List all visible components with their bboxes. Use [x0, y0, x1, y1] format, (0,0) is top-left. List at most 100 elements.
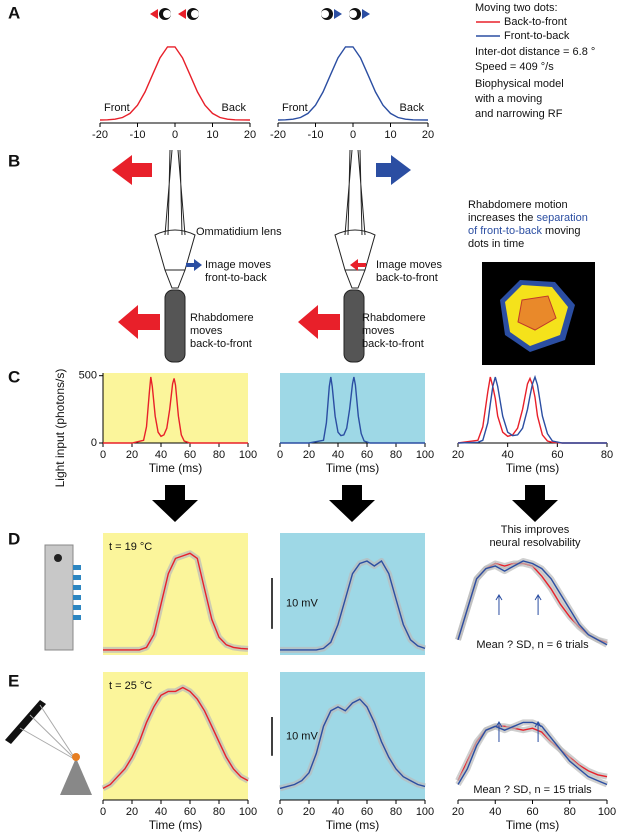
legend-note: with a moving — [474, 93, 542, 105]
x-tick-label: 40 — [502, 449, 514, 461]
series-line — [457, 376, 607, 444]
legend-label: Back-to-front — [504, 16, 567, 28]
sd-band — [455, 558, 609, 648]
pointer-arrow — [534, 721, 542, 742]
annotation: Front — [104, 102, 130, 114]
x-axis-label: Time (ms) — [326, 461, 380, 475]
x-tick-label: 10 — [384, 129, 396, 141]
schematic-label: back-to-front — [190, 338, 252, 350]
x-axis-label: Time (ms) — [506, 461, 560, 475]
note-segment: Rhabdomere motion — [468, 199, 568, 211]
x-tick-label: 20 — [126, 449, 138, 461]
x-tick-label: 100 — [239, 449, 257, 461]
x-tick-label: -20 — [270, 129, 286, 141]
schematic-label: moves — [190, 325, 223, 337]
annotation: Back — [222, 102, 247, 114]
legend-note: Speed = 409 °/s — [475, 61, 554, 73]
x-tick-label: -20 — [92, 129, 108, 141]
panel-label: B — [8, 151, 20, 170]
x-tick-label: 60 — [526, 806, 538, 818]
x-tick-label: 40 — [332, 449, 344, 461]
annotation: Mean ? SD, n = 15 trials — [473, 784, 592, 796]
flow-arrows — [152, 485, 558, 522]
y-tick-label: 500 — [79, 370, 97, 382]
legend-note: and narrowing RF — [475, 108, 563, 120]
x-tick-label: 40 — [155, 806, 167, 818]
note-line: dots in time — [468, 238, 524, 250]
series-line — [277, 46, 429, 121]
preparation-icons — [5, 544, 92, 795]
x-tick-label: 0 — [172, 129, 178, 141]
legend-title: Moving two dots: — [475, 2, 558, 14]
schematic-label: moves — [362, 325, 395, 337]
x-tick-label: 80 — [213, 449, 225, 461]
panel-label: A — [8, 3, 20, 22]
note-segment: dots in time — [468, 238, 524, 250]
annotation: Mean ? SD, n = 6 trials — [476, 639, 589, 651]
x-tick-label: 100 — [416, 449, 434, 461]
dot-icons — [150, 8, 370, 20]
x-tick-label: 20 — [452, 449, 464, 461]
panel-label: E — [8, 671, 19, 690]
x-tick-label: 80 — [390, 449, 402, 461]
schematic-label: Image moves — [376, 259, 443, 271]
schematic-label: back-to-front — [362, 338, 424, 350]
note-segment: separation — [536, 212, 587, 224]
x-tick-label: 20 — [422, 129, 434, 141]
x-tick-label: 100 — [416, 806, 434, 818]
note-line: Rhabdomere motion — [468, 199, 568, 211]
pointer-arrow — [495, 721, 503, 742]
plot-background — [103, 533, 248, 655]
x-tick-label: 40 — [489, 806, 501, 818]
x-tick-label: -10 — [308, 129, 324, 141]
sd-band — [455, 719, 609, 788]
x-axis-label: Time (ms) — [506, 818, 560, 832]
series-line — [279, 698, 426, 790]
x-tick-label: 80 — [390, 806, 402, 818]
y-tick-label: 0 — [91, 437, 97, 449]
x-tick-label: 60 — [361, 806, 373, 818]
panel-label: D — [8, 529, 20, 548]
series-line — [99, 46, 251, 121]
x-tick-label: 60 — [551, 449, 563, 461]
lens-label: Ommatidium lens — [196, 226, 282, 238]
series-line — [280, 559, 426, 651]
plot-background — [280, 533, 425, 655]
x-tick-label: 10 — [206, 129, 218, 141]
x-tick-label: 60 — [184, 449, 196, 461]
x-tick-label: 20 — [303, 449, 315, 461]
annotation: Back — [400, 102, 425, 114]
x-tick-label: 40 — [332, 806, 344, 818]
x-tick-label: 0 — [100, 449, 106, 461]
x-tick-label: 80 — [213, 806, 225, 818]
legend-label: Front-to-back — [504, 30, 570, 42]
schematic — [112, 149, 595, 365]
y-axis-label: Light input (photons/s) — [53, 369, 67, 488]
annotation: Front — [282, 102, 308, 114]
scale-bar-label: 10 mV — [286, 597, 318, 609]
note-line: of front-to-back moving — [468, 225, 581, 237]
series-line — [102, 686, 249, 790]
x-tick-label: 0 — [350, 129, 356, 141]
x-tick-label: 20 — [126, 806, 138, 818]
legend-note: Inter-dot distance = 6.8 ° — [475, 46, 595, 58]
x-axis-label: Time (ms) — [149, 818, 203, 832]
x-tick-label: 40 — [155, 449, 167, 461]
annotation: neural resolvability — [489, 537, 581, 549]
note-segment: increases the — [468, 212, 536, 224]
series-line — [280, 376, 425, 444]
schematic-label: front-to-back — [205, 272, 267, 284]
series-line — [457, 721, 608, 786]
x-tick-label: 100 — [598, 806, 616, 818]
legend-note: Biophysical model — [475, 78, 564, 90]
annotation: t = 25 °C — [109, 680, 152, 692]
series-line — [457, 560, 608, 646]
x-tick-label: 0 — [100, 806, 106, 818]
x-tick-label: 60 — [184, 806, 196, 818]
x-axis-label: Time (ms) — [149, 461, 203, 475]
x-tick-label: 60 — [361, 449, 373, 461]
note-segment: of front-to-back — [468, 225, 542, 237]
series-line — [103, 552, 249, 651]
